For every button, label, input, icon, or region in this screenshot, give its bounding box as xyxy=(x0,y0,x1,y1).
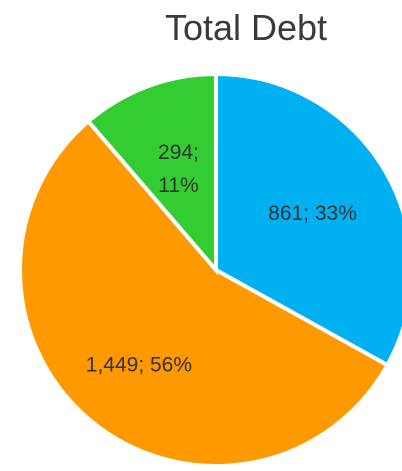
chart-title: Total Debt xyxy=(165,7,327,48)
data-label-3-line-1: 294; xyxy=(158,141,199,164)
pie-data-labels: 861; 33% 1,449; 56% 294; 11% xyxy=(86,141,357,376)
pie-slice-1 xyxy=(214,71,402,368)
pie-slices xyxy=(18,71,402,468)
data-label-1: 861; 33% xyxy=(268,202,357,225)
data-label-2: 1,449; 56% xyxy=(86,354,192,377)
data-label-2-line-1: 1,449; 56% xyxy=(86,354,192,377)
pie-slice-3 xyxy=(85,71,218,276)
pie-slice-2 xyxy=(18,118,391,468)
data-label-3: 294; 11% xyxy=(158,141,199,197)
data-label-3-line-2: 11% xyxy=(158,174,198,197)
data-label-1-line-1: 861; 33% xyxy=(268,202,357,225)
